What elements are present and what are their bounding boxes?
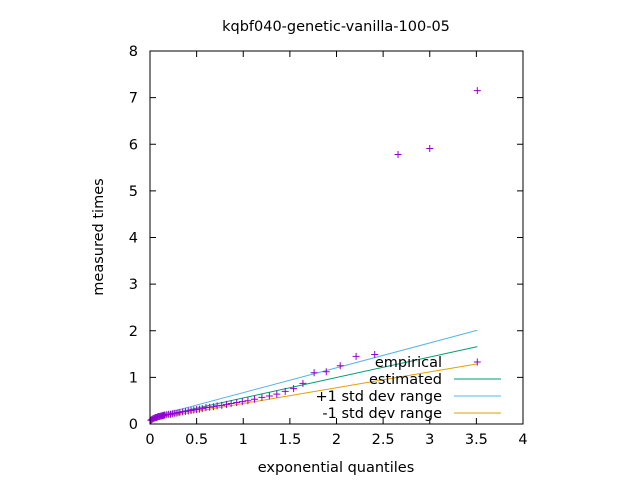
series-line-1-std-dev-range [149,363,478,420]
data-point [290,385,298,393]
data-point [371,351,379,359]
data-point [238,398,246,406]
x-tick-label: 0.5 [185,432,208,448]
data-point [265,392,273,400]
data-point [227,399,235,407]
y-tick-label: 6 [129,137,138,153]
x-tick-label: 3.5 [465,432,488,448]
data-point [244,397,252,405]
legend-label-1-std-dev-range: -1 std dev range [322,406,442,422]
y-axis-label: measured times [91,178,107,295]
x-tick-label: 4 [518,432,527,448]
data-point [218,401,226,409]
data-point [250,395,258,403]
data-point [209,403,217,411]
x-tick-label: 0 [145,432,154,448]
data-point [281,387,289,395]
x-tick-label: 1 [239,432,248,448]
data-point [322,368,330,376]
chart-title: kqbf040-genetic-vanilla-100-05 [222,19,450,35]
x-tick-label: 1.5 [278,432,301,448]
y-tick-label: 7 [129,91,138,107]
y-tick-label: 5 [129,184,138,200]
series-line-estimated [149,346,478,419]
series-points [147,87,481,424]
data-point [426,144,434,152]
data-point [233,399,241,407]
data-point [394,151,402,159]
data-point [473,358,481,366]
data-point [310,369,318,377]
data-point [258,393,266,401]
y-tick-label: 0 [129,417,138,433]
legend-label-1-std-dev-range: +1 std dev range [315,389,442,405]
axis-ticks: 0 0.5 1 1.5 2 2.5 3 3.5 4 0 1 2 3 4 5 6 7 8 [129,44,528,448]
y-tick-label: 2 [129,324,138,340]
x-axis-label: exponential quantiles [258,460,415,476]
y-tick-label: 8 [129,44,138,60]
x-tick-label: 3 [425,432,434,448]
data-point [336,362,344,370]
legend-label-empirical: empirical [375,355,442,371]
data-point [299,379,307,387]
data-point [198,405,206,413]
plot-frame [149,50,524,425]
y-tick-label: 4 [129,231,138,247]
data-point [273,390,281,398]
x-tick-label: 2.5 [372,432,395,448]
data-point [473,87,481,95]
y-tick-label: 1 [129,370,138,386]
data-point [222,400,230,408]
data-point [352,352,360,360]
legend-label-estimated: estimated [369,372,442,388]
y-tick-label: 3 [129,277,138,293]
x-tick-label: 2 [332,432,341,448]
